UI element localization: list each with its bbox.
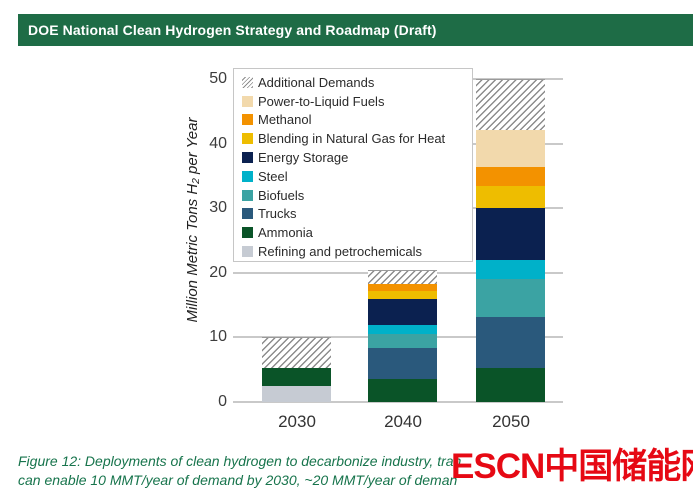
legend-label-refining-and-petrochemicals: Refining and petrochemicals: [258, 244, 423, 260]
legend-swatch-energy-storage-icon: [242, 152, 253, 164]
chart-legend: Additional Demands Power-to-Liquid Fuels M…: [233, 68, 473, 262]
y-tick-label-30: 30: [209, 199, 227, 217]
legend-item-trucks: Trucks: [242, 205, 472, 224]
segment-2030-refining-and-petrochemicals: [262, 385, 331, 402]
legend-label-power-to-liquid-fuels: Power-to-Liquid Fuels: [258, 93, 385, 109]
legend-label-blending-in-natural-gas-for-heat: Blending in Natural Gas for Heat: [258, 131, 446, 147]
segment-2050-additional-demands: [476, 79, 545, 131]
legend-label-trucks: Trucks: [258, 206, 297, 222]
y-tick-label-10: 10: [209, 328, 227, 346]
legend-item-additional-demands: Additional Demands: [242, 73, 472, 92]
legend-item-blending-in-natural-gas-for-heat: Blending in Natural Gas for Heat: [242, 129, 472, 148]
legend-swatch-biofuels-icon: [242, 189, 253, 201]
segment-2040-biofuels: [368, 333, 437, 348]
y-tick-label-0: 0: [218, 393, 227, 410]
gridline-y0: [233, 401, 563, 403]
figure-caption-line1: Figure 12: Deployments of clean hydrogen…: [18, 453, 462, 469]
legend-label-energy-storage: Energy Storage: [258, 150, 349, 166]
segment-2040-methanol: [368, 283, 437, 291]
y-tick-label-20: 20: [209, 263, 227, 281]
legend-item-ammonia: Ammonia: [242, 223, 472, 242]
legend-swatch-trucks-icon: [242, 208, 253, 220]
legend-swatch-blending-in-natural-gas-for-heat-icon: [242, 133, 253, 145]
segment-2040-trucks: [368, 347, 437, 380]
segment-2030-ammonia: [262, 368, 331, 386]
legend-label-methanol: Methanol: [258, 112, 312, 128]
legend-label-steel: Steel: [258, 168, 288, 184]
legend-item-steel: Steel: [242, 167, 472, 186]
segment-2050-trucks: [476, 316, 545, 368]
segment-2040-energy-storage: [368, 298, 437, 326]
x-tick-label-2030: 2030: [278, 412, 316, 431]
legend-swatch-refining-and-petrochemicals-icon: [242, 246, 253, 258]
y-tick-label-40: 40: [209, 134, 227, 152]
segment-2050-methanol: [476, 166, 545, 187]
x-tick-label-2050: 2050: [492, 412, 530, 431]
y-tick-label-50: 50: [209, 70, 227, 87]
legend-item-power-to-liquid-fuels: Power-to-Liquid Fuels: [242, 92, 472, 111]
legend-swatch-ammonia-icon: [242, 227, 253, 239]
segment-2040-additional-demands: [368, 270, 437, 284]
legend-swatch-methanol-icon: [242, 114, 253, 126]
legend-item-methanol: Methanol: [242, 111, 472, 130]
legend-swatch-power-to-liquid-fuels-icon: [242, 95, 253, 107]
segment-2050-power-to-liquid-fuels: [476, 130, 545, 167]
segment-2040-ammonia: [368, 379, 437, 402]
legend-swatch-additional-demands-icon: [242, 76, 253, 88]
legend-item-biofuels: Biofuels: [242, 186, 472, 205]
segment-2050-steel: [476, 259, 545, 279]
figure-caption: Figure 12: Deployments of clean hydrogen…: [18, 452, 693, 490]
figure-caption-line2: can enable 10 MMT/year of demand by 2030…: [18, 472, 458, 488]
legend-label-additional-demands: Additional Demands: [258, 74, 375, 90]
segment-2050-blending-in-natural-gas-for-heat: [476, 186, 545, 209]
segment-2050-energy-storage: [476, 208, 545, 260]
legend-swatch-steel-icon: [242, 170, 253, 182]
header-banner: DOE National Clean Hydrogen Strategy and…: [18, 14, 693, 46]
segment-2030-additional-demands: [262, 337, 331, 369]
segment-2040-blending-in-natural-gas-for-heat: [368, 290, 437, 299]
watermark-text: ESCN中国储能网: [451, 447, 693, 486]
x-tick-label-2040: 2040: [384, 412, 422, 431]
segment-2040-steel: [368, 325, 437, 334]
legend-item-energy-storage: Energy Storage: [242, 148, 472, 167]
segment-2050-ammonia: [476, 367, 545, 402]
legend-label-ammonia: Ammonia: [258, 225, 313, 241]
legend-label-biofuels: Biofuels: [258, 187, 305, 203]
segment-2050-biofuels: [476, 278, 545, 317]
page-title: DOE National Clean Hydrogen Strategy and…: [28, 22, 437, 38]
legend-item-refining-and-petrochemicals: Refining and petrochemicals: [242, 242, 472, 261]
